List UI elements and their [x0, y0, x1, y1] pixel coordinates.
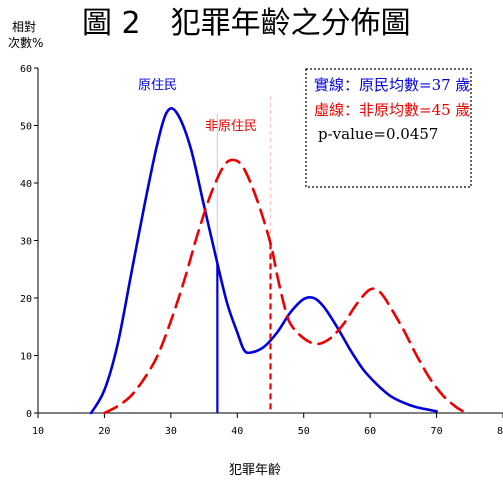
x-tick-label: 30 [165, 426, 177, 437]
legend-box [305, 68, 472, 188]
axes: 01020304050601020304050607080 [20, 64, 503, 437]
x-tick-label: 60 [364, 426, 376, 437]
x-tick-label: 20 [98, 426, 110, 437]
y-tick-label: 40 [20, 179, 32, 190]
series-label-indigenous: 原住民 [138, 78, 177, 93]
legend-solid-text: 實線：原民均數=37 歲 [314, 76, 470, 94]
legend: 實線：原民均數=37 歲 虛線：非原均數=45 歲 p-value=0.0457 [305, 68, 472, 188]
x-tick-label: 10 [32, 426, 44, 437]
y-tick-label: 60 [20, 64, 32, 75]
y-tick-label: 20 [20, 294, 32, 305]
x-tick-label: 50 [298, 426, 310, 437]
x-tick-label: 80 [497, 426, 503, 437]
y-tick-label: 30 [20, 237, 32, 248]
series-label-non-indigenous: 非原住民 [205, 119, 257, 134]
y-tick-label: 0 [26, 409, 32, 420]
y-tick-label: 10 [20, 352, 32, 363]
series-line-non-indigenous [103, 158, 465, 415]
x-tick-label: 70 [431, 426, 443, 437]
x-axis-label: 犯罪年齡 [229, 463, 281, 478]
y-tick-label: 50 [20, 122, 32, 133]
legend-pvalue-text: p-value=0.0457 [318, 125, 438, 143]
series-line-indigenous [89, 106, 438, 415]
y-axis-label-line1: 相對 [12, 20, 36, 34]
x-tick-label: 40 [231, 426, 243, 437]
chart-title: 圖 2 犯罪年齡之分佈圖 [82, 6, 411, 41]
legend-dashed-text: 虛線：非原均數=45 歲 [314, 101, 470, 119]
y-axis-label-line2: 次數% [8, 36, 43, 50]
